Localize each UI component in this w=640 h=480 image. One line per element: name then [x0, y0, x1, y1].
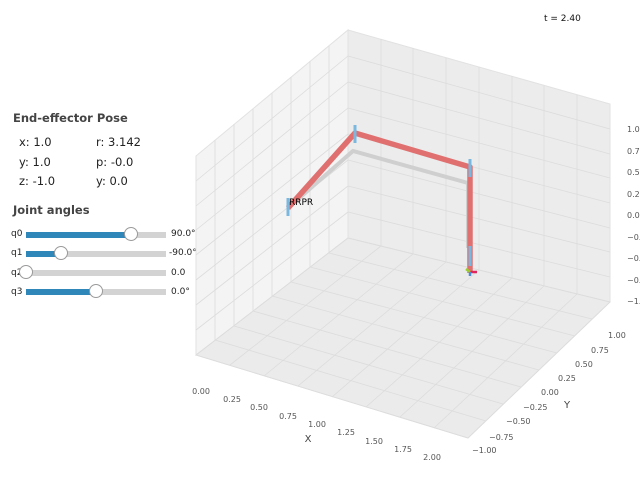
slider-handle-q2[interactable] [19, 265, 33, 279]
pose-z-value: z: -1.0 [19, 174, 56, 188]
z-axis-ticks: 1.0 0.75 0.5 0.25 0.0 −0. −0. −0. −1. [627, 125, 640, 306]
slider-value-q1: -90.0° [169, 248, 197, 258]
y-axis-label: Y [563, 400, 571, 411]
slider-fill-q0 [26, 232, 131, 238]
slider-label-q2: q2 [11, 268, 23, 278]
y-tick-label: −0.25 [523, 403, 548, 412]
slider-handle-q1[interactable] [54, 246, 68, 260]
y-tick-label: −0.50 [506, 417, 531, 426]
x-axis-ticks: 0.00 0.25 0.50 0.75 1.00 1.25 1.50 1.75 … [192, 387, 441, 462]
robot-name-label: RRPR [289, 198, 313, 208]
slider-label-q3: q3 [11, 287, 23, 297]
y-tick-label: 0.25 [558, 374, 576, 383]
y-tick-label: 0.00 [541, 388, 559, 397]
slider-handle-q0[interactable] [124, 227, 138, 241]
time-readout: t = 2.40 [544, 14, 581, 24]
robot-arm-links [285, 130, 473, 273]
x-tick-label: 1.75 [394, 445, 412, 454]
z-tick-label: 0.5 [627, 168, 640, 177]
slider-fill-q3 [26, 289, 96, 295]
y-tick-label: −0.75 [489, 433, 514, 442]
slider-value-q3: 0.0° [171, 287, 190, 297]
y-tick-label: −1.00 [472, 446, 497, 455]
x-axis-label: X [305, 434, 312, 445]
pose-panel-title: End-effector Pose [13, 111, 128, 125]
slider-handle-q3[interactable] [89, 284, 103, 298]
slider-q0[interactable] [26, 227, 166, 241]
x-tick-label: 0.25 [223, 395, 241, 404]
x-tick-label: 1.00 [308, 420, 326, 429]
pose-y-value: y: 1.0 [19, 155, 51, 169]
grid-lines [195, 39, 611, 439]
x-tick-label: 2.00 [423, 453, 441, 462]
pose-yaw-value: y: 0.0 [96, 174, 128, 188]
slider-q1[interactable] [26, 246, 166, 260]
pose-pitch-value: p: -0.0 [96, 155, 134, 169]
slider-value-q2: 0.0 [171, 268, 186, 278]
slider-value-q0: 90.0° [171, 229, 196, 239]
slider-q2[interactable] [19, 265, 166, 279]
z-tick-label: 1.0 [627, 125, 640, 134]
y-tick-label: 1.00 [608, 331, 626, 340]
joints-panel-title: Joint angles [13, 203, 90, 217]
ee-frame-y-axis [465, 268, 471, 273]
z-tick-label: 0.0 [627, 211, 640, 220]
x-tick-label: 1.25 [337, 428, 355, 437]
slider-q3[interactable] [26, 284, 166, 298]
pose-roll-value: r: 3.142 [96, 135, 141, 149]
x-tick-label: 0.75 [279, 412, 297, 421]
x-tick-label: 0.00 [192, 387, 210, 396]
y-axis-ticks: −1.00 −0.75 −0.50 −0.25 0.00 0.25 0.50 0… [472, 331, 626, 455]
pose-x-value: x: 1.0 [19, 135, 52, 149]
slider-fill-q1 [26, 251, 61, 257]
z-tick-label: 0.25 [627, 190, 640, 199]
z-tick-label: 0.75 [627, 147, 640, 156]
x-tick-label: 1.50 [365, 437, 383, 446]
z-tick-label: −0. [627, 276, 640, 285]
slider-label-q1: q1 [11, 248, 23, 258]
slider-label-q0: q0 [11, 229, 23, 239]
y-tick-label: 0.75 [591, 346, 609, 355]
x-tick-label: 0.50 [250, 403, 268, 412]
y-tick-label: 0.50 [575, 360, 593, 369]
z-tick-label: −0. [627, 254, 640, 263]
z-tick-label: −0. [627, 233, 640, 242]
z-tick-label: −1. [627, 297, 640, 306]
